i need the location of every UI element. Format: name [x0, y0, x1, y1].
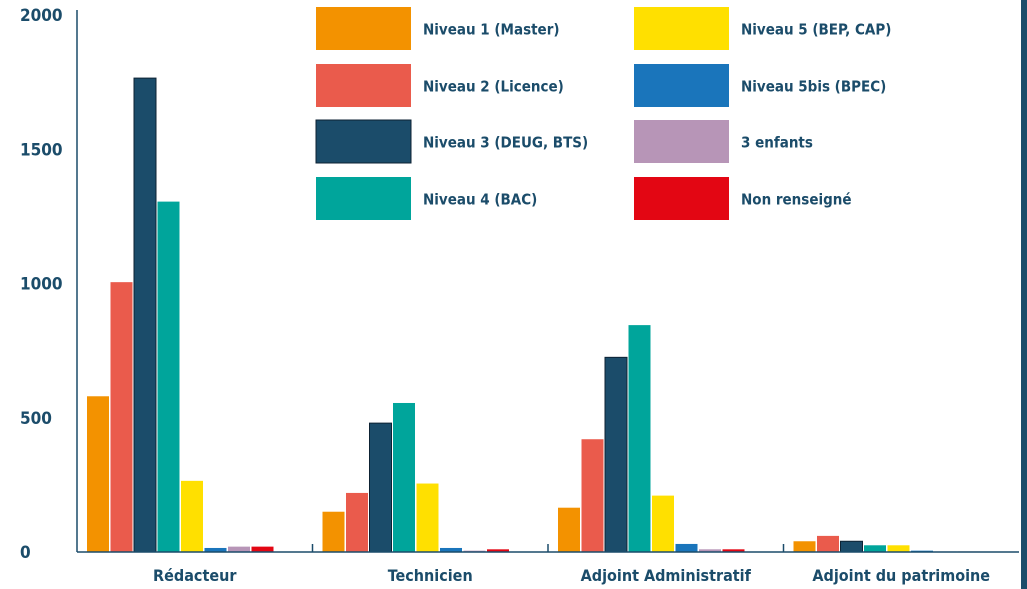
bar-niveau-5-bep-cap-technicien — [416, 483, 439, 552]
bar-niveau-4-bac-adjoint-administratif — [628, 325, 651, 552]
x-tick-label-technicien: Technicien — [388, 566, 473, 585]
bar-3-enfants-adjoint-administratif — [699, 549, 721, 552]
y-tick-label-1000: 1000 — [20, 275, 63, 295]
legend-label-niveau-2-licence: Niveau 2 (Licence) — [423, 78, 564, 96]
bar-niveau-5-bep-cap-adjoint-du-patrimoine — [887, 545, 910, 552]
bar-niveau-2-licence-adjoint-administratif — [581, 439, 604, 552]
bar-niveau-3-deug-bts-technicien — [369, 422, 392, 553]
legend-label-niveau-5-bep-cap: Niveau 5 (BEP, CAP) — [741, 21, 891, 39]
bar-niveau-5bis-bpec-adjoint-administratif — [675, 543, 698, 552]
x-tick-label-adjoint-du-patrimoine: Adjoint du patrimoine — [812, 566, 990, 585]
bar-niveau-5bis-bpec-technicien — [440, 547, 462, 552]
bar-niveau-1-master-redacteur — [87, 396, 109, 552]
legend-label-non-renseigne: Non renseigné — [741, 191, 852, 209]
legend-swatch-niveau-4-bac — [316, 177, 411, 220]
legend-swatch-non-renseigne — [634, 177, 729, 220]
bar-niveau-5bis-bpec-redacteur — [204, 547, 227, 552]
legend-swatch-niveau-5-bep-cap — [634, 7, 729, 50]
bar-niveau-5-bep-cap-adjoint-administratif — [652, 495, 674, 552]
legend-swatch-niveau-3-deug-bts — [315, 119, 412, 164]
bar-niveau-2-licence-redacteur — [110, 282, 133, 552]
bar-non-renseigne-adjoint-administratif — [722, 549, 745, 552]
right-edge-strip — [1021, 0, 1027, 589]
legend-label-niveau-1-master: Niveau 1 (Master) — [423, 21, 560, 39]
y-tick-label-2000: 2000 — [20, 6, 63, 26]
bar-niveau-3-deug-bts-redacteur — [133, 77, 157, 553]
bar-niveau-1-master-technicien — [322, 511, 345, 552]
legend-label-niveau-3-deug-bts: Niveau 3 (DEUG, BTS) — [423, 134, 588, 152]
y-tick-label-0: 0 — [20, 543, 31, 563]
bar-niveau-2-licence-adjoint-du-patrimoine — [817, 535, 839, 552]
y-tick-label-1500: 1500 — [20, 140, 63, 160]
legend-swatch-niveau-1-master — [316, 7, 411, 50]
x-tick-label-adjoint-administratif: Adjoint Administratif — [581, 566, 752, 585]
bar-non-renseigne-redacteur — [251, 546, 274, 552]
legend-label-niveau-4-bac: Niveau 4 (BAC) — [423, 191, 537, 209]
bar-3-enfants-redacteur — [228, 546, 250, 552]
legend-swatch-3-enfants — [634, 120, 729, 163]
legend-swatch-niveau-2-licence — [316, 64, 411, 107]
bar-niveau-1-master-adjoint-administratif — [558, 507, 580, 552]
bar-niveau-3-deug-bts-adjoint-administratif — [604, 356, 628, 553]
y-tick-label-500: 500 — [20, 409, 52, 429]
bar-non-renseigne-technicien — [487, 549, 509, 552]
legend: Niveau 1 (Master) Niveau 2 (Licence) Nivea… — [315, 7, 891, 220]
bar-niveau-3-deug-bts-adjoint-du-patrimoine — [840, 540, 863, 553]
bar-niveau-1-master-adjoint-du-patrimoine — [793, 541, 816, 552]
bar-niveau-4-bac-technicien — [393, 402, 415, 552]
bar-niveau-5-bep-cap-redacteur — [181, 480, 203, 552]
x-tick-label-redacteur: Rédacteur — [153, 566, 237, 585]
bars-group — [87, 77, 980, 553]
bar-niveau-4-bac-adjoint-du-patrimoine — [864, 545, 886, 552]
bar-niveau-4-bac-redacteur — [157, 201, 180, 553]
legend-label-3-enfants: 3 enfants — [741, 134, 813, 152]
legend-label-niveau-5bis-bpec: Niveau 5bis (BPEC) — [741, 78, 886, 96]
axes-group: 0 500 1000 1500 2000 Rédacteur Technicien Adjoi… — [20, 0, 1027, 589]
bar-niveau-2-licence-technicien — [346, 492, 368, 552]
legend-swatch-niveau-5bis-bpec — [634, 64, 729, 107]
